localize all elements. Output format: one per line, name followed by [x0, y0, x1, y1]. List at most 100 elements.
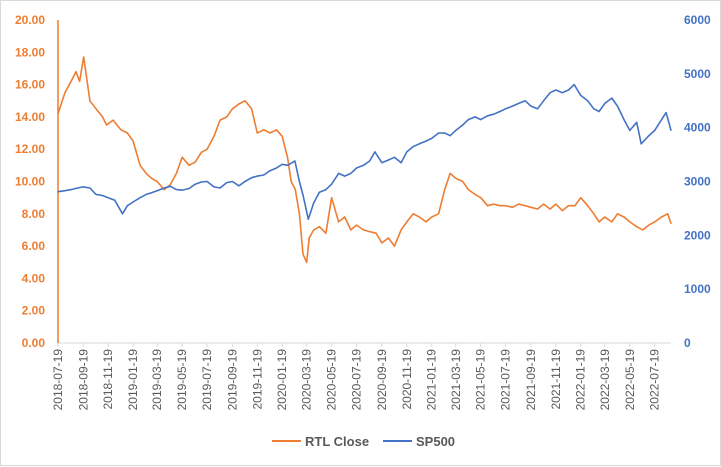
sp500-point	[95, 193, 97, 195]
left-tick-label: 10.00	[15, 175, 45, 189]
rtl-close-point	[226, 116, 228, 118]
sp500-point	[362, 164, 365, 166]
left-tick-label: 8.00	[22, 207, 46, 221]
sp500-point	[616, 105, 619, 107]
rtl-close-point	[169, 184, 171, 186]
x-tick-label: 2022-05-19	[623, 349, 637, 411]
sp500-point	[344, 175, 346, 177]
rtl-close-point	[275, 129, 278, 131]
x-tick-label: 2019-11-19	[250, 349, 264, 410]
sp500-point	[163, 187, 165, 189]
rtl-close-point	[350, 229, 352, 231]
rtl-close-point	[163, 189, 165, 191]
rtl-close-point	[231, 108, 233, 110]
legend-rtl-label: RTL Close	[305, 434, 369, 449]
rtl-close-point	[418, 216, 420, 218]
rtl-close-point	[375, 232, 377, 234]
sp500-point	[231, 180, 233, 183]
rtl-close-point	[438, 213, 440, 215]
sp500-point	[400, 162, 402, 164]
sp500-point	[89, 187, 91, 189]
rtl-close-point	[281, 135, 283, 137]
rtl-close-point	[480, 197, 482, 199]
sp500-point	[286, 164, 289, 166]
x-tick-label: 2019-09-19	[225, 349, 239, 411]
right-tick-label: 4000	[684, 121, 711, 135]
sp500-point	[665, 112, 667, 114]
x-tick-label: 2020-03-19	[300, 349, 314, 411]
right-tick-label: 5000	[684, 67, 711, 81]
sp500-point	[145, 193, 147, 195]
sp500-point	[294, 160, 296, 162]
rtl-close-point	[629, 221, 631, 223]
rtl-close-point	[132, 140, 134, 142]
rtl-close-point	[444, 189, 446, 191]
rtl-close-point	[101, 116, 104, 118]
left-tick-label: 4.00	[22, 271, 46, 285]
rtl-close-point	[455, 177, 457, 179]
rtl-close-point	[400, 229, 402, 231]
sp500-point	[150, 192, 153, 194]
x-tick-label: 2020-01-19	[275, 349, 289, 411]
sp500-point	[412, 145, 414, 148]
rtl-close-point	[286, 156, 289, 158]
rtl-close-point	[616, 213, 619, 215]
rtl-close-point	[120, 129, 122, 131]
rtl-close-point	[561, 210, 564, 212]
sp500-point	[175, 189, 177, 191]
sp500-point	[244, 180, 246, 183]
sp500-point	[593, 108, 595, 110]
x-tick-label: 2021-07-19	[499, 349, 513, 411]
rtl-close-point	[298, 213, 300, 215]
rtl-close-point	[106, 124, 108, 126]
x-tick-label: 2018-11-19	[101, 349, 115, 410]
rtl-close-point	[139, 164, 141, 166]
sp500-point	[226, 182, 228, 184]
rtl-close-point	[467, 189, 469, 191]
rtl-close-point	[381, 242, 383, 244]
sp500-point	[511, 105, 514, 107]
rtl-close-point	[449, 172, 451, 174]
rtl-close-point	[308, 237, 310, 239]
rtl-close-point	[412, 213, 414, 215]
left-tick-label: 14.00	[15, 110, 45, 124]
rtl-close-point	[611, 221, 613, 223]
sp500-point	[670, 129, 672, 131]
sp500-point	[530, 105, 532, 107]
sp500-point	[238, 185, 240, 187]
sp500-point	[455, 129, 457, 131]
rtl-close-point	[89, 100, 91, 102]
sp500-point	[518, 102, 520, 104]
rtl-close-point	[406, 221, 408, 223]
x-tick-label: 2020-11-19	[400, 349, 414, 410]
sp500-point	[487, 115, 489, 117]
sp500-point	[493, 113, 495, 115]
x-tick-label: 2019-05-19	[175, 349, 189, 411]
legend-sp500-label: SP500	[416, 434, 455, 449]
rtl-close-point	[64, 92, 66, 94]
rtl-close-point	[290, 180, 292, 183]
sp500-point	[449, 135, 451, 137]
x-tick-label: 2018-07-19	[51, 349, 65, 411]
sp500-point	[587, 100, 589, 102]
sp500-point	[406, 151, 408, 153]
sp500-point	[263, 174, 265, 176]
right-tick-label: 1000	[684, 282, 711, 296]
left-tick-label: 0.00	[22, 336, 46, 350]
rtl-close-point	[206, 148, 208, 150]
rtl-close-point	[393, 245, 396, 247]
sp500-point	[561, 92, 564, 94]
sp500-point	[275, 167, 278, 169]
sp500-point	[418, 143, 420, 145]
rtl-close-point	[313, 229, 315, 231]
sp500-point	[598, 110, 600, 113]
rtl-close-point	[306, 261, 308, 263]
sp500-point	[139, 197, 141, 199]
rtl-close-point	[213, 135, 215, 137]
sp500-point	[654, 129, 656, 131]
rtl-close-point	[549, 208, 551, 210]
rtl-close-point	[536, 208, 539, 210]
rtl-close-point	[263, 129, 265, 131]
rtl-close-point	[636, 226, 638, 228]
